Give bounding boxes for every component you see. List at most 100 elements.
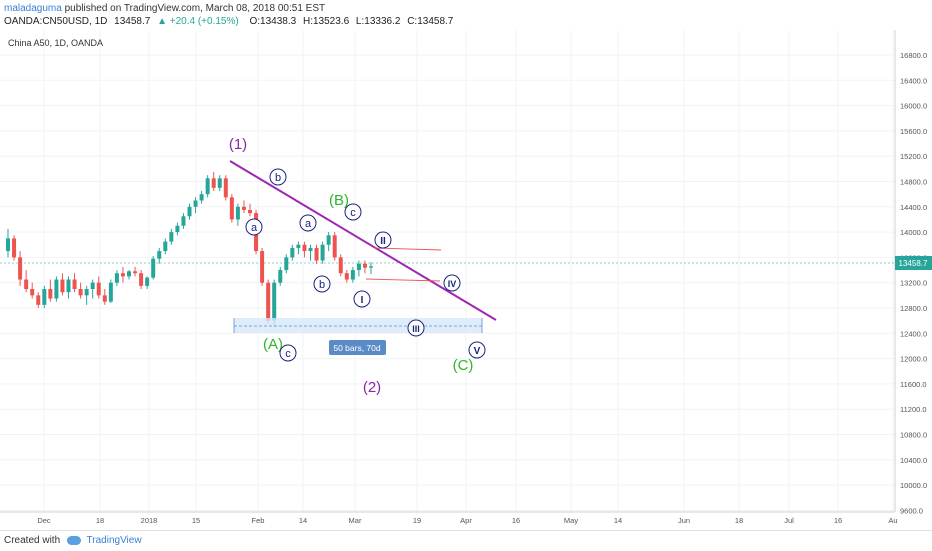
candles — [6, 172, 373, 327]
candle — [362, 260, 367, 274]
time-tick-label: 18 — [735, 516, 743, 525]
candle — [229, 194, 234, 223]
price-tick-label: 11200.0 — [900, 405, 927, 414]
candle — [6, 228, 10, 258]
wave-circle-IV: IV — [443, 274, 461, 292]
candle — [127, 270, 131, 280]
chart-header: maladaguma published on TradingView.com,… — [0, 0, 932, 30]
time-tick-label: Jun — [678, 516, 690, 525]
wave-label-C: (C) — [453, 357, 474, 374]
candle — [84, 285, 89, 305]
time-tick-label: 2018 — [141, 516, 158, 525]
wave-label-B: (B) — [329, 192, 349, 209]
price-chart[interactable]: China A50, 1D, OANDA 16800.0 16400.0 16000… — [0, 0, 932, 530]
candle — [96, 276, 101, 299]
date-range-box[interactable] — [234, 318, 482, 333]
time-tick-label: May — [564, 516, 578, 525]
change-text: +20.4 (+0.15%) — [169, 16, 239, 27]
time-tick-label: 16 — [512, 516, 520, 525]
wave-circle-c1: c — [279, 344, 297, 362]
candle — [338, 254, 343, 277]
wave-circle-b2: b — [313, 275, 331, 293]
candle — [326, 232, 331, 252]
price-tick-label: 12400.0 — [900, 329, 927, 338]
candle — [284, 254, 289, 274]
candle — [266, 279, 271, 324]
time-tick-label: Jul — [784, 516, 794, 525]
svg-text:II: II — [380, 236, 386, 247]
candle — [217, 175, 222, 191]
publish-info: maladaguma published on TradingView.com,… — [4, 3, 325, 14]
grid-lines — [0, 30, 895, 512]
svg-text:c: c — [350, 207, 356, 219]
candle — [193, 197, 198, 214]
resistance-ray[interactable] — [373, 247, 442, 251]
price-tick-label: 16400.0 — [900, 76, 927, 85]
price-tick-label: 11600.0 — [900, 380, 927, 389]
symbol-info: OANDA:CN50USD, 1D 13458.7 ▲ +20.4 (+0.15… — [4, 16, 457, 27]
author-link[interactable]: maladaguma — [4, 3, 62, 14]
price-tick-label: 16800.0 — [900, 51, 927, 60]
time-axis[interactable]: Dec 18 2018 15 Feb 14 Mar 19 Apr 16 May 14 Jun 18 Jul 1… — [37, 516, 897, 525]
candle — [151, 256, 156, 280]
wave-label-2: (2) — [363, 379, 381, 396]
candle — [145, 276, 150, 290]
created-with: Created with TradingView — [4, 535, 142, 546]
wave-circle-V: V — [468, 341, 486, 359]
candle — [187, 203, 192, 220]
time-tick-label: Mar — [349, 516, 362, 525]
date-range-label-bg — [329, 340, 386, 355]
candle — [163, 238, 168, 255]
svg-text:V: V — [474, 346, 481, 357]
price-tick-label: 14800.0 — [900, 178, 927, 187]
candle — [139, 270, 144, 290]
svg-text:III: III — [412, 324, 420, 334]
tradingview-link[interactable]: TradingView — [86, 535, 142, 546]
wave-circle-a1: a — [245, 218, 263, 236]
svg-text:I: I — [361, 295, 364, 306]
change-value: ▲ +20.4 (+0.15%) — [157, 16, 239, 27]
candle — [308, 244, 313, 261]
price-tick-label: 14000.0 — [900, 228, 927, 237]
candle — [350, 266, 355, 283]
time-tick-label: Feb — [252, 516, 265, 525]
candle — [72, 273, 77, 293]
publish-text: published on TradingView.com, March 08, … — [64, 3, 326, 14]
high-value: H:13523.6 — [302, 16, 350, 27]
time-tick-label: Dec — [37, 516, 51, 525]
support-ray[interactable] — [365, 278, 441, 282]
time-tick-label: 15 — [192, 516, 200, 525]
candle — [175, 222, 180, 236]
candle — [369, 262, 373, 275]
wave-circle-a2: a — [299, 214, 317, 232]
time-tick-label: Apr — [460, 516, 472, 525]
close-value: C:13458.7 — [407, 16, 454, 27]
candle — [30, 282, 35, 299]
price-tick-label: 10800.0 — [900, 431, 927, 440]
trend-line[interactable] — [229, 160, 497, 321]
wave-circle-II: II — [374, 231, 392, 249]
candle — [248, 203, 252, 217]
chart-title: China A50, 1D, OANDA — [8, 38, 103, 48]
candle — [108, 279, 113, 303]
candle — [302, 241, 307, 258]
candle — [102, 289, 107, 305]
date-range-label: 50 bars, 70d — [333, 343, 381, 353]
candle — [133, 266, 138, 277]
candle — [356, 260, 361, 277]
candle — [157, 247, 162, 264]
svg-text:c: c — [285, 348, 291, 360]
candle — [241, 200, 246, 214]
candle — [60, 273, 65, 296]
price-axis[interactable]: 16800.0 16400.0 16000.0 15600.0 15200.0 14800… — [900, 51, 927, 515]
candle — [296, 241, 301, 255]
wave-label-1: (1) — [229, 136, 247, 153]
price-tick-label: 15200.0 — [900, 152, 927, 161]
candle — [205, 175, 210, 198]
symbol-name[interactable]: OANDA:CN50USD, 1D — [4, 16, 108, 27]
candle — [66, 276, 71, 299]
time-tick-label: 16 — [834, 516, 842, 525]
created-text: Created with — [4, 535, 61, 546]
last-value: 13458.7 — [114, 16, 151, 27]
time-tick-label: 18 — [96, 516, 104, 525]
